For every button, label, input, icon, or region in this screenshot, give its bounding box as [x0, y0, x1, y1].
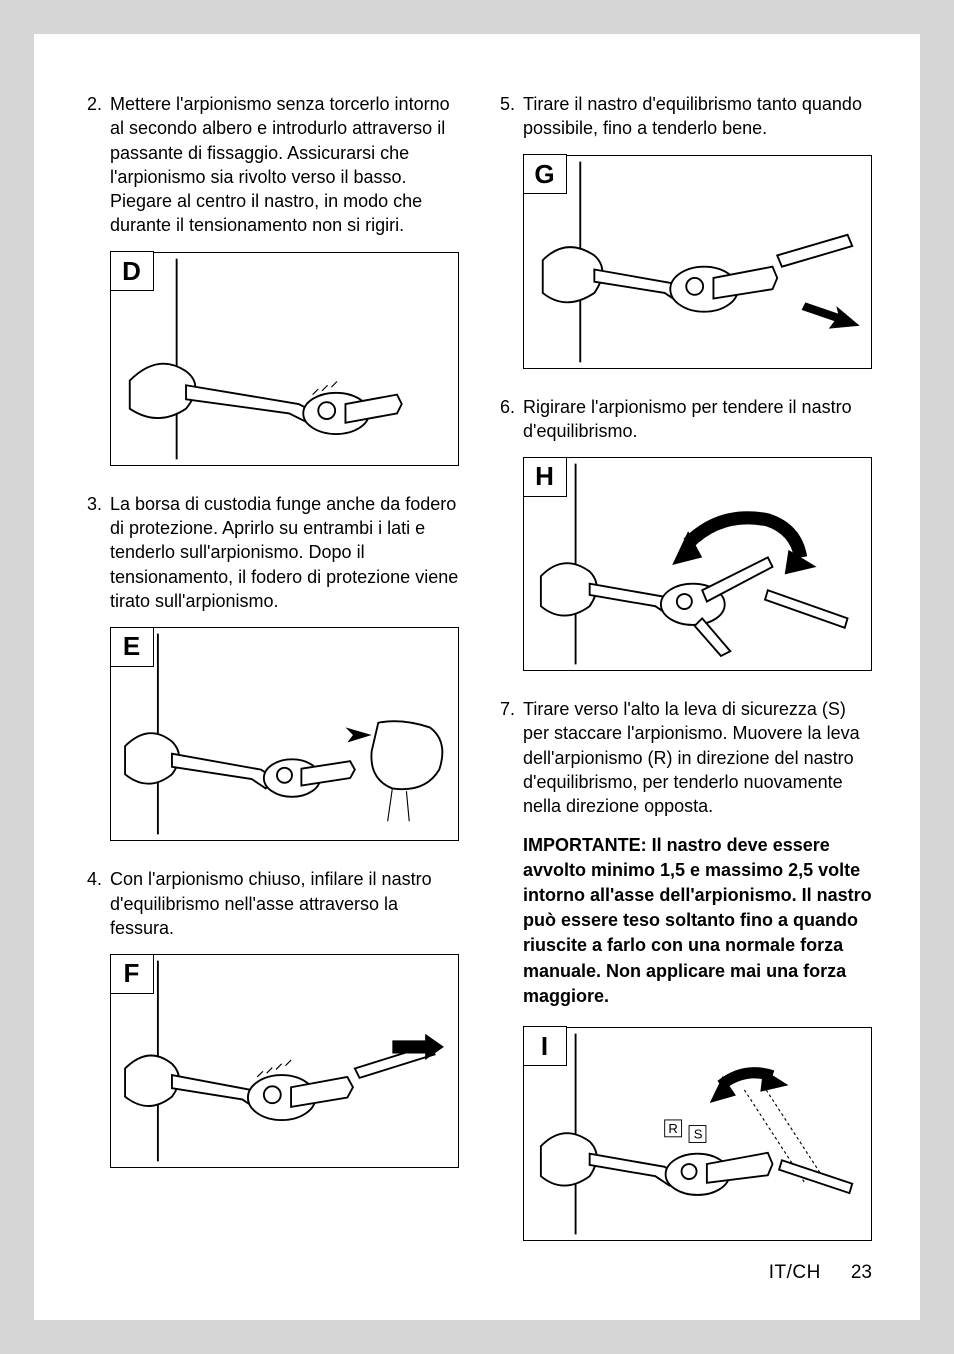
ratchet-diagram-i-icon: R S — [524, 1028, 871, 1240]
step-7: 7. Tirare verso l'alto la leva di sicure… — [495, 697, 872, 818]
step-number: 5. — [495, 92, 523, 141]
ratchet-diagram-d-icon — [111, 253, 458, 465]
step-text: La borsa di custodia funge anche da fode… — [110, 492, 459, 613]
step-3: 3. La borsa di custodia funge anche da f… — [82, 492, 459, 613]
figure-label: G — [523, 154, 567, 194]
step-number: 6. — [495, 395, 523, 444]
step-text: Mettere l'arpionismo senza torcerlo into… — [110, 92, 459, 238]
figure-label: H — [523, 457, 567, 497]
left-column: 2. Mettere l'arpionismo senza torcerlo i… — [82, 92, 459, 1238]
figure-e: E — [110, 627, 459, 841]
step-text: Con l'arpionismo chiuso, infilare il nas… — [110, 867, 459, 940]
figure-d: D — [110, 252, 459, 466]
figure-g: G — [523, 155, 872, 369]
step-text: Tirare verso l'alto la leva di sicurezza… — [523, 697, 872, 818]
step-text: Tirare il nastro d'equilibrismo tanto qu… — [523, 92, 872, 141]
figure-label: D — [110, 251, 154, 291]
step-text: Rigirare l'arpionismo per tendere il nas… — [523, 395, 872, 444]
ratchet-diagram-h-icon — [524, 458, 871, 670]
step-number: 2. — [82, 92, 110, 238]
step-2: 2. Mettere l'arpionismo senza torcerlo i… — [82, 92, 459, 238]
callout-s: S — [694, 1127, 703, 1142]
ratchet-diagram-f-icon — [111, 955, 458, 1167]
ratchet-diagram-e-icon — [111, 628, 458, 840]
footer-page-number: 23 — [851, 1260, 872, 1286]
step-4: 4. Con l'arpionismo chiuso, infilare il … — [82, 867, 459, 940]
two-column-layout: 2. Mettere l'arpionismo senza torcerlo i… — [82, 92, 872, 1238]
figure-label: F — [110, 954, 154, 994]
step-6: 6. Rigirare l'arpionismo per tendere il … — [495, 395, 872, 444]
figure-label: I — [523, 1026, 567, 1066]
important-note: IMPORTANTE: Il nastro deve essere avvolt… — [523, 833, 872, 1009]
callout-r: R — [668, 1121, 677, 1136]
step-5: 5. Tirare il nastro d'equilibrismo tanto… — [495, 92, 872, 141]
figure-label: E — [110, 627, 154, 667]
step-number: 3. — [82, 492, 110, 613]
footer-language: IT/CH — [769, 1260, 821, 1286]
document-page: 2. Mettere l'arpionismo senza torcerlo i… — [34, 34, 920, 1320]
figure-f: F — [110, 954, 459, 1168]
step-number: 7. — [495, 697, 523, 818]
ratchet-diagram-g-icon — [524, 156, 871, 368]
page-footer: IT/CH 23 — [769, 1260, 872, 1286]
right-column: 5. Tirare il nastro d'equilibrismo tanto… — [495, 92, 872, 1238]
step-number: 4. — [82, 867, 110, 940]
figure-h: H — [523, 457, 872, 671]
figure-i: I — [523, 1027, 872, 1241]
